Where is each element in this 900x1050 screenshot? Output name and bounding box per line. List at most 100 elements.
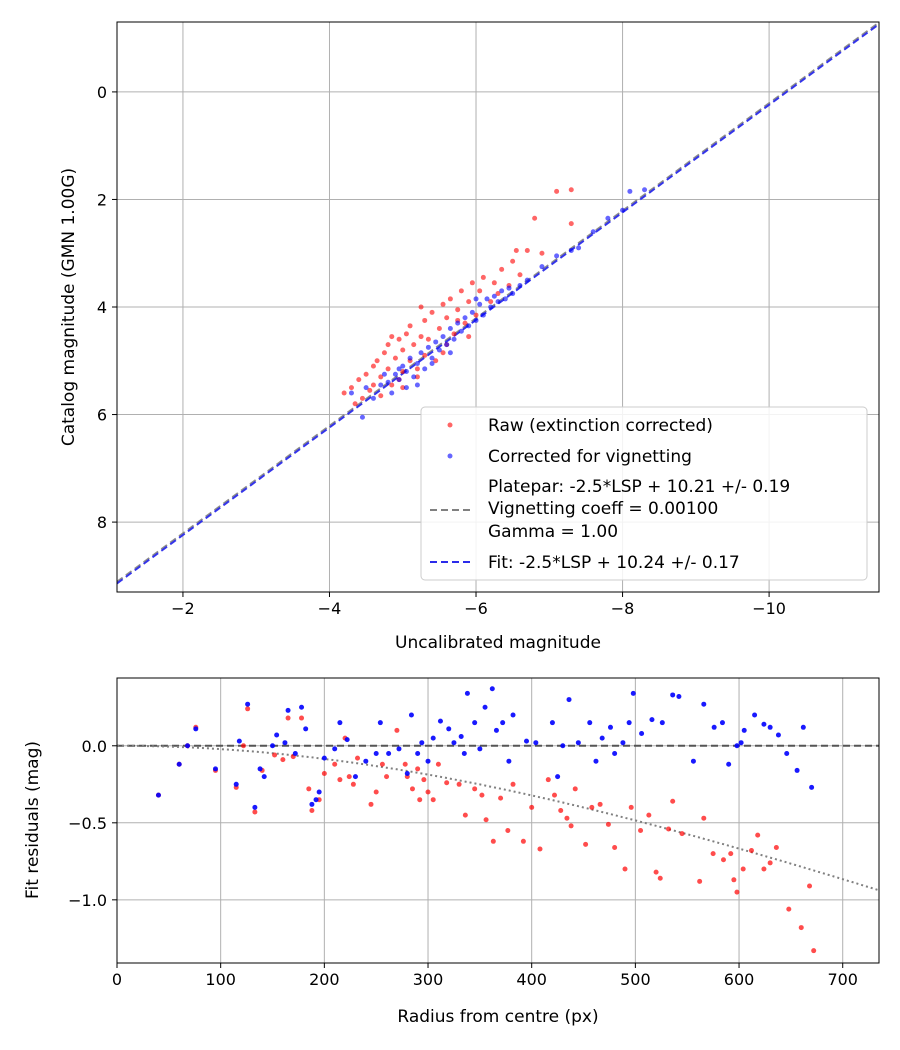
raw-point bbox=[433, 358, 439, 364]
raw-point bbox=[400, 385, 406, 391]
bottom-x-tick-label: 200 bbox=[309, 970, 340, 989]
corrected-residual-point bbox=[767, 724, 773, 730]
corrected-residual-point bbox=[270, 743, 276, 749]
corrected-residual-point bbox=[639, 730, 645, 736]
top-x-axis-label: Uncalibrated magnitude bbox=[395, 633, 601, 653]
raw-point bbox=[396, 336, 402, 342]
raw-point bbox=[510, 258, 516, 264]
raw-point bbox=[473, 312, 479, 318]
raw-point bbox=[488, 299, 494, 305]
corrected-residual-point bbox=[506, 758, 512, 764]
corrected-point bbox=[455, 320, 461, 326]
raw-residual-point bbox=[811, 948, 817, 954]
raw-point bbox=[429, 309, 435, 315]
corrected-residual-point bbox=[566, 697, 572, 703]
corrected-residual-point bbox=[352, 774, 358, 780]
corrected-point bbox=[458, 328, 464, 334]
corrected-residual-point bbox=[690, 758, 696, 764]
top-points bbox=[341, 187, 648, 420]
corrected-residual-point bbox=[726, 761, 732, 767]
raw-point bbox=[491, 280, 497, 286]
raw-point bbox=[392, 355, 398, 361]
bottom-x-tick-label: 600 bbox=[724, 970, 755, 989]
raw-residual-point bbox=[773, 844, 779, 850]
bottom-y-tick-label: 0.0 bbox=[82, 737, 107, 756]
corrected-point bbox=[359, 414, 365, 420]
bottom-y-tick-label: −1.0 bbox=[68, 891, 107, 910]
corrected-residual-point bbox=[193, 726, 199, 732]
corrected-residual-point bbox=[794, 767, 800, 773]
raw-residual-point bbox=[646, 812, 652, 818]
corrected-residual-point bbox=[809, 784, 815, 790]
corrected-residual-point bbox=[299, 704, 305, 710]
top-x-tick-label: −2 bbox=[171, 599, 195, 618]
corrected-point bbox=[627, 188, 633, 194]
corrected-residual-point bbox=[461, 750, 467, 756]
raw-residual-point bbox=[498, 795, 504, 801]
corrected-point bbox=[466, 323, 472, 329]
raw-residual-point bbox=[767, 860, 773, 866]
raw-residual-point bbox=[786, 906, 792, 912]
corrected-residual-point bbox=[800, 724, 806, 730]
corrected-point bbox=[506, 285, 512, 291]
raw-point bbox=[389, 334, 395, 340]
corrected-residual-point bbox=[477, 746, 483, 752]
raw-residual-point bbox=[444, 780, 450, 786]
raw-residual-point bbox=[430, 797, 436, 803]
corrected-residual-point bbox=[784, 750, 790, 756]
raw-point bbox=[400, 369, 406, 375]
corrected-residual-point bbox=[292, 750, 298, 756]
corrected-residual-point bbox=[446, 726, 452, 732]
corrected-residual-point bbox=[252, 804, 258, 810]
raw-point bbox=[381, 350, 387, 356]
corrected-residual-point bbox=[233, 781, 239, 787]
legend: Raw (extinction corrected) Corrected for… bbox=[420, 406, 868, 581]
raw-residual-point bbox=[350, 781, 356, 787]
corrected-residual-point bbox=[734, 743, 740, 749]
raw-residual-point bbox=[564, 815, 570, 821]
raw-residual-point bbox=[240, 743, 246, 749]
raw-residual-point bbox=[332, 761, 338, 767]
raw-point bbox=[495, 291, 501, 297]
corrected-point bbox=[436, 347, 442, 353]
corrected-residual-point bbox=[155, 792, 161, 798]
legend-platepar-label-3: Gamma = 1.00 bbox=[488, 522, 618, 542]
top-x-tick-label: −10 bbox=[752, 599, 786, 618]
corrected-residual-point bbox=[510, 712, 516, 718]
corrected-residual-point bbox=[309, 801, 315, 807]
raw-residual-point bbox=[734, 889, 740, 895]
corrected-residual-point bbox=[711, 724, 717, 730]
raw-point bbox=[411, 342, 417, 348]
raw-point bbox=[425, 336, 431, 342]
raw-point bbox=[554, 188, 560, 194]
raw-residual-point bbox=[697, 878, 703, 884]
corrected-residual-point bbox=[212, 766, 218, 772]
raw-residual-point bbox=[285, 715, 291, 721]
raw-residual-point bbox=[670, 798, 676, 804]
raw-point bbox=[403, 331, 409, 337]
corrected-residual-point bbox=[500, 720, 506, 726]
raw-point bbox=[469, 280, 475, 286]
corrected-point bbox=[524, 277, 530, 283]
raw-residual-point bbox=[355, 755, 361, 761]
raw-point bbox=[539, 250, 545, 256]
corrected-residual-point bbox=[344, 737, 350, 743]
raw-point bbox=[455, 307, 461, 313]
corrected-point bbox=[370, 395, 376, 401]
raw-point bbox=[466, 334, 472, 340]
corrected-point bbox=[590, 229, 596, 235]
corrected-point bbox=[444, 342, 450, 348]
raw-residual-point bbox=[653, 869, 659, 875]
raw-residual-point bbox=[748, 848, 754, 854]
corrected-point bbox=[407, 355, 413, 361]
raw-residual-point bbox=[272, 752, 278, 758]
corrected-point bbox=[605, 215, 611, 221]
raw-point bbox=[414, 366, 420, 372]
raw-point bbox=[568, 221, 574, 227]
corrected-point bbox=[363, 385, 369, 391]
raw-residual-point bbox=[612, 844, 618, 850]
corrected-point bbox=[392, 371, 398, 377]
corrected-point bbox=[576, 245, 582, 251]
raw-residual-point bbox=[337, 777, 343, 783]
raw-point bbox=[359, 395, 365, 401]
